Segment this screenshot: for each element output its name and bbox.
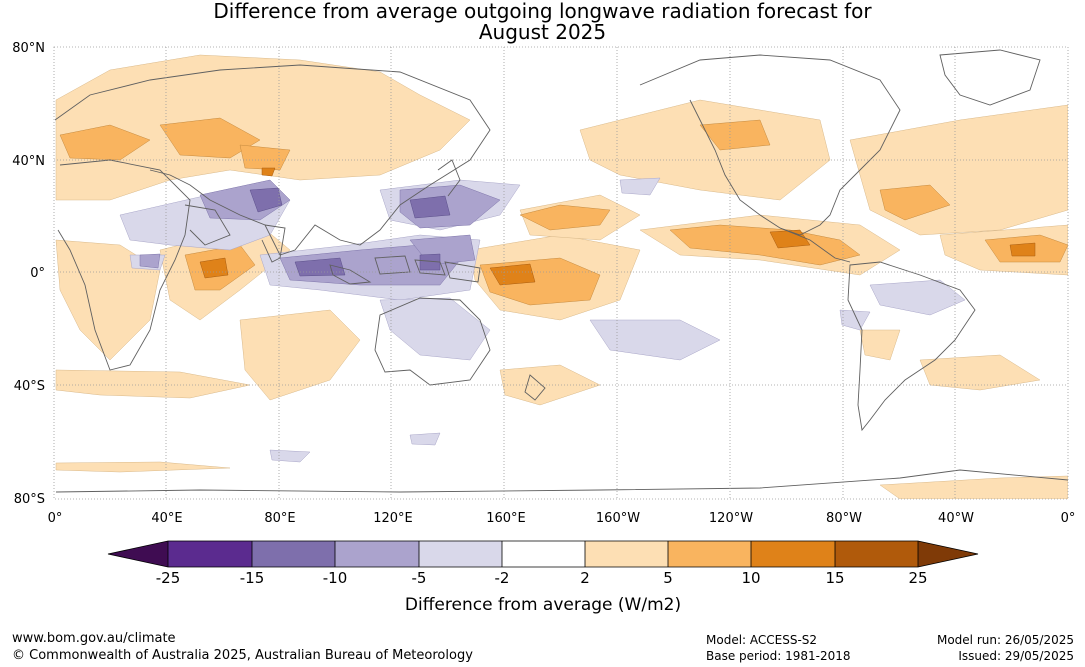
lon-label-80e: 80°E xyxy=(264,511,295,526)
colorbar-tick-label: -2 xyxy=(495,569,510,587)
colorbar-tick-label: -25 xyxy=(156,569,181,587)
colorbar-swatch xyxy=(668,541,751,567)
anomaly-field xyxy=(54,49,1068,499)
colorbar-swatch xyxy=(252,541,335,567)
colorbar-tick-label: 10 xyxy=(741,569,760,587)
colorbar-tick-label: 25 xyxy=(908,569,927,587)
map-title-line-1: Difference from average outgoing longwav… xyxy=(213,0,872,23)
issued-date: Issued: 29/05/2025 xyxy=(958,649,1074,663)
colorbar-tick-label: 15 xyxy=(825,569,844,587)
colorbar-swatch xyxy=(335,541,419,567)
lat-label-0: 0° xyxy=(30,266,45,281)
colorbar-tick-label: 5 xyxy=(663,569,673,587)
lon-label-80w: 80°W xyxy=(826,511,862,526)
colorbar-swatch xyxy=(585,541,668,567)
colorbar-swatch xyxy=(502,541,585,567)
model-name: Model: ACCESS-S2 xyxy=(706,633,818,647)
lat-label-80n: 80°N xyxy=(12,41,45,56)
lon-label-120w: 120°W xyxy=(709,511,753,526)
colorbar-extend-high xyxy=(918,541,978,567)
base-period: Base period: 1981-2018 xyxy=(706,649,851,663)
lon-label-0-right: 0° xyxy=(1061,511,1076,526)
lat-label-40n: 40°N xyxy=(12,154,45,169)
graticule xyxy=(54,47,1068,499)
copyright-text: © Commonwealth of Australia 2025, Austra… xyxy=(12,648,473,663)
colorbar-swatch xyxy=(835,541,918,567)
map-frame xyxy=(53,46,1069,500)
colorbar-tick-label: -5 xyxy=(412,569,427,587)
lat-label-40s: 40°S xyxy=(14,379,45,394)
colorbar-extend-low xyxy=(108,541,168,567)
website-link[interactable]: www.bom.gov.au/climate xyxy=(12,631,176,646)
colorbar-swatch xyxy=(751,541,835,567)
model-run-date: Model run: 26/05/2025 xyxy=(936,633,1074,647)
lon-label-40e: 40°E xyxy=(151,511,182,526)
colorbar-tick-label: -10 xyxy=(323,569,348,587)
colorbar-tick-label: -15 xyxy=(240,569,265,587)
map-title-line-2: August 2025 xyxy=(478,20,607,44)
colorbar-tick-label: 2 xyxy=(580,569,590,587)
lon-label-0-left: 0° xyxy=(48,511,63,526)
lat-label-80s: 80°S xyxy=(14,492,45,507)
colorbar xyxy=(107,540,979,568)
lon-label-160w: 160°W xyxy=(596,511,640,526)
lon-label-160e: 160°E xyxy=(486,511,526,526)
colorbar-title: Difference from average (W/m2) xyxy=(405,595,681,615)
colorbar-swatch xyxy=(168,541,252,567)
lon-label-120e: 120°E xyxy=(373,511,413,526)
lon-label-40w: 40°W xyxy=(938,511,974,526)
colorbar-swatch xyxy=(419,541,502,567)
